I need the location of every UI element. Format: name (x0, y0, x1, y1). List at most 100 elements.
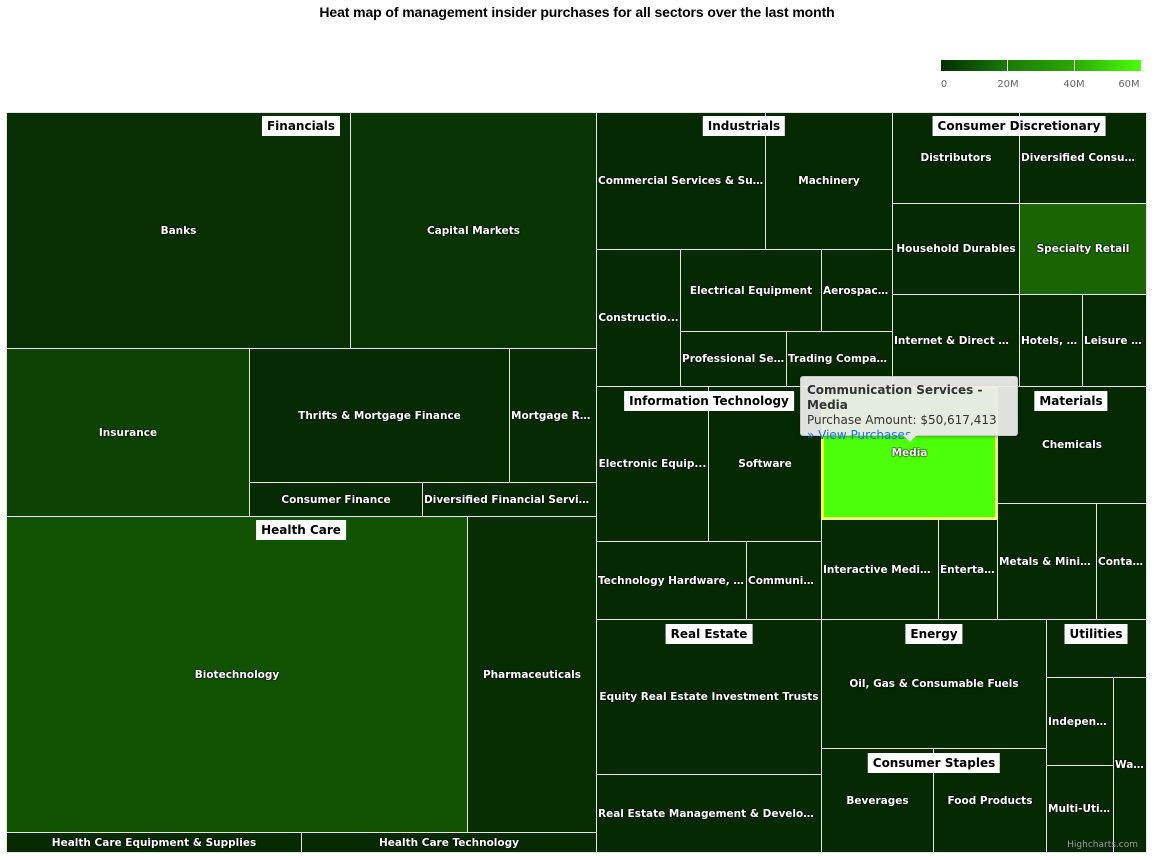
sector-label: Materials (1034, 391, 1108, 411)
treemap-cell[interactable]: Pharmaceuticals (467, 516, 597, 833)
cell-label: Distributors (920, 152, 992, 164)
treemap-cell[interactable]: Health Care Equipment & Supplies (6, 832, 302, 853)
color-legend: 0 20M 40M 60M (941, 60, 1141, 93)
cell-label: Insurance (98, 426, 158, 439)
treemap-cell[interactable]: Internet & Direct Ma... (892, 294, 1020, 387)
treemap-cell[interactable]: Electrical Equipment (680, 249, 822, 332)
cell-label: Beverages (846, 794, 909, 807)
cell-label: Capital Markets (426, 224, 521, 237)
treemap-cell[interactable]: Wat... (1113, 677, 1147, 853)
cell-label: Trading Compan... (788, 353, 892, 365)
legend-gradient-bar (941, 60, 1141, 71)
treemap-cell[interactable]: Banks (6, 112, 351, 349)
treemap-cell[interactable]: Insurance (6, 348, 250, 517)
cell-label: Household Durables (896, 243, 1016, 255)
sector-label: Information Technology (624, 391, 794, 411)
sector-label: Industrials (702, 116, 786, 136)
cell-label: Leisure P... (1084, 334, 1146, 347)
sector-label: Health Care (256, 520, 346, 540)
treemap-cell[interactable]: Household Durables (892, 203, 1020, 295)
treemap-cell[interactable]: Thrifts & Mortgage Finance (249, 348, 510, 483)
cell-label: Internet & Direct Ma... (894, 334, 1019, 347)
treemap-cell[interactable]: Real Estate Management & Developm... (596, 774, 822, 853)
legend-label: 40M (1063, 79, 1085, 90)
treemap-cell[interactable]: Metals & Mining (997, 503, 1097, 620)
treemap-cell[interactable]: Capital Markets (350, 112, 597, 349)
cell-label: Diversified Financial Services (424, 493, 596, 506)
legend-tick (1074, 60, 1075, 71)
sector-label: Utilities (1064, 624, 1128, 644)
treemap-cell[interactable]: Consumer Finance (249, 482, 423, 517)
cell-label: Independ... (1048, 715, 1113, 728)
legend-label: 20M (997, 79, 1019, 90)
cell-label: Wat... (1115, 759, 1146, 771)
cell-label: Software (738, 458, 792, 470)
cell-label: Food Products (947, 794, 1033, 807)
cell-label: Communic... (748, 574, 821, 587)
cell-label: Real Estate Management & Developm... (598, 807, 821, 820)
tooltip-amount: Purchase Amount: $50,617,413 (807, 413, 997, 427)
cell-label: Equity Real Estate Investment Trusts (599, 691, 819, 703)
cell-label: Diversified Consum... (1021, 152, 1146, 164)
cell-label: Aerospace... (823, 284, 892, 297)
treemap-cell[interactable]: Machinery (765, 112, 893, 250)
cell-label: Health Care Technology (379, 836, 519, 849)
treemap-cell[interactable]: Entertai... (938, 519, 998, 620)
cell-label: Electronic Equip... (598, 458, 707, 470)
chart-title: Heat map of management insider purchases… (319, 4, 835, 20)
treemap-cell[interactable]: Constructio... (596, 249, 681, 387)
treemap-cell[interactable]: Interactive Media ... (821, 519, 939, 620)
cell-label: Thrifts & Mortgage Finance (298, 409, 461, 422)
treemap-cell[interactable]: Aerospace... (821, 249, 893, 332)
cell-label: Consumer Finance (281, 493, 391, 506)
cell-label: Commercial Services & Sup... (598, 175, 765, 187)
treemap-cell[interactable]: Technology Hardware, S... (596, 541, 747, 620)
cell-label: Chemicals (1041, 439, 1102, 451)
cell-label: Biotechnology (194, 668, 280, 681)
cell-label: Machinery (798, 175, 860, 187)
treemap-cell[interactable]: Multi-Util... (1046, 765, 1114, 853)
cell-label: Constructio... (598, 312, 679, 324)
sector-label: Consumer Staples (867, 753, 1001, 773)
credits-link[interactable]: Highcharts.com (1067, 840, 1138, 850)
view-purchases-link[interactable]: » View Purchases (807, 428, 912, 442)
cell-label: Hotels, R... (1021, 334, 1082, 347)
cell-label: Professional Ser... (682, 353, 786, 365)
treemap-cell[interactable]: Independ... (1046, 677, 1114, 766)
cell-label: Mortgage REI... (511, 409, 596, 422)
legend-label: 60M (1118, 79, 1140, 90)
treemap-cell[interactable]: Equity Real Estate Investment Trusts (596, 619, 822, 775)
cell-label: Contai... (1098, 555, 1146, 568)
sector-label: Real Estate (665, 624, 753, 644)
treemap-cell[interactable]: Mortgage REI... (509, 348, 597, 483)
cell-label: Specialty Retail (1036, 243, 1130, 255)
cell-label: Media (891, 447, 928, 459)
treemap-cell[interactable]: Health Care Technology (301, 832, 597, 853)
sector-label: Financials (261, 116, 341, 136)
treemap-cell[interactable] (1046, 619, 1147, 678)
treemap-cell[interactable]: Diversified Financial Services (422, 482, 597, 517)
treemap-cell[interactable]: Biotechnology (6, 516, 468, 833)
legend-tick (1007, 60, 1008, 71)
tooltip: Communication Services - Media Purchase … (800, 376, 1018, 442)
treemap-cell[interactable]: Professional Ser... (680, 331, 787, 387)
treemap-cell[interactable]: Contai... (1096, 503, 1147, 620)
cell-label: Metals & Mining (999, 555, 1096, 568)
cell-label: Oil, Gas & Consumable Fuels (849, 678, 1019, 690)
cell-label: Technology Hardware, S... (598, 574, 746, 587)
cell-label: Pharmaceuticals (482, 668, 582, 681)
treemap-cell[interactable]: Specialty Retail (1019, 203, 1147, 295)
sector-label: Consumer Discretionary (932, 116, 1106, 136)
treemap-cell[interactable]: Leisure P... (1082, 294, 1147, 387)
cell-label: Banks (160, 224, 197, 237)
legend-label: 0 (940, 79, 948, 90)
cell-label: Multi-Util... (1048, 803, 1113, 815)
cell-label: Electrical Equipment (689, 284, 813, 297)
cell-label: Interactive Media ... (823, 563, 938, 576)
sector-label: Energy (905, 624, 963, 644)
treemap-cell[interactable]: Hotels, R... (1019, 294, 1083, 387)
tooltip-title: Communication Services - Media (807, 383, 983, 412)
treemap-cell[interactable]: Communic... (746, 541, 822, 620)
cell-label: Health Care Equipment & Supplies (51, 836, 257, 849)
cell-label: Entertai... (940, 563, 997, 576)
